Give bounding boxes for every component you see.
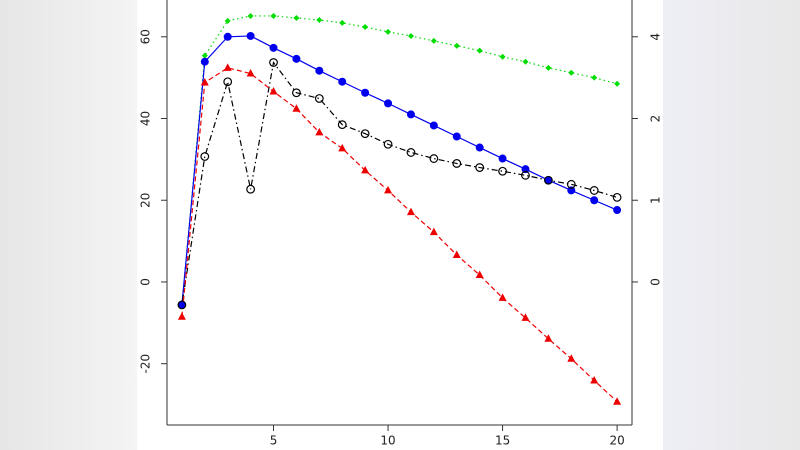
y2-tick-label: 4 (649, 33, 663, 41)
point (452, 132, 461, 141)
point (589, 186, 599, 195)
point (429, 227, 438, 236)
point (406, 110, 415, 119)
point (269, 58, 278, 67)
y2-tick-label: 2 (649, 115, 663, 123)
point (521, 170, 530, 180)
x-tick-label: 5 (270, 434, 278, 448)
point (453, 42, 460, 49)
point (269, 43, 278, 52)
point (475, 163, 485, 172)
series-line (181, 15, 618, 305)
series-line (181, 67, 618, 403)
y-tick-label: 0 (139, 278, 153, 286)
y-tick-label: 40 (139, 111, 153, 126)
point (201, 52, 208, 59)
point (613, 397, 622, 405)
y-tick-label: 60 (139, 29, 153, 44)
point (293, 14, 300, 21)
point (498, 293, 507, 301)
point (361, 165, 370, 174)
y2-tick-label: 1 (649, 196, 663, 204)
point (246, 184, 256, 194)
point (338, 77, 347, 86)
y2-tick-label: 0 (649, 278, 663, 286)
point (177, 300, 187, 310)
point (200, 78, 209, 86)
point (292, 104, 301, 112)
point (590, 375, 599, 384)
point (292, 88, 301, 98)
point (429, 121, 438, 130)
point (568, 69, 575, 76)
point (200, 152, 210, 161)
point (498, 166, 507, 176)
point (499, 53, 506, 60)
point (544, 334, 553, 342)
point (521, 165, 530, 174)
point (315, 127, 324, 136)
point (407, 32, 414, 39)
point (361, 88, 370, 97)
point (384, 185, 393, 194)
point (338, 143, 347, 152)
point (223, 63, 232, 71)
point (246, 31, 255, 40)
y-tick-label: 20 (139, 193, 153, 208)
point (223, 77, 233, 87)
point (614, 80, 621, 87)
point (522, 58, 529, 65)
x-tick-label: 10 (380, 434, 395, 448)
point (545, 64, 552, 71)
point (337, 120, 347, 130)
point (360, 129, 370, 139)
point (566, 179, 576, 189)
point (567, 354, 576, 362)
point (475, 270, 484, 279)
point (224, 17, 231, 24)
point (430, 37, 437, 44)
point (429, 154, 439, 163)
point (612, 192, 622, 202)
y-tick-label: -20 (139, 354, 153, 374)
point (498, 154, 507, 163)
point (223, 32, 232, 41)
point (177, 300, 186, 309)
point (269, 87, 278, 95)
point (362, 23, 369, 30)
series-line (181, 61, 618, 305)
point (591, 74, 598, 81)
point (316, 17, 323, 24)
x-tick-label: 20 (609, 434, 624, 448)
point (521, 313, 530, 321)
point (613, 206, 622, 215)
point (452, 250, 461, 258)
point (270, 12, 277, 19)
point (544, 176, 553, 185)
point (383, 139, 393, 149)
point (590, 196, 599, 205)
point (385, 28, 392, 35)
point (177, 312, 186, 320)
point (384, 99, 393, 108)
point (247, 12, 254, 19)
point (200, 57, 209, 66)
point (543, 175, 553, 185)
point (406, 207, 415, 216)
point (339, 19, 346, 26)
point (315, 66, 324, 75)
point (452, 159, 462, 168)
point (246, 69, 255, 77)
point (292, 54, 301, 63)
point (314, 94, 324, 103)
point (476, 47, 483, 54)
point (406, 148, 416, 157)
point (475, 143, 484, 152)
point (567, 186, 576, 195)
x-tick-label: 15 (495, 434, 510, 448)
